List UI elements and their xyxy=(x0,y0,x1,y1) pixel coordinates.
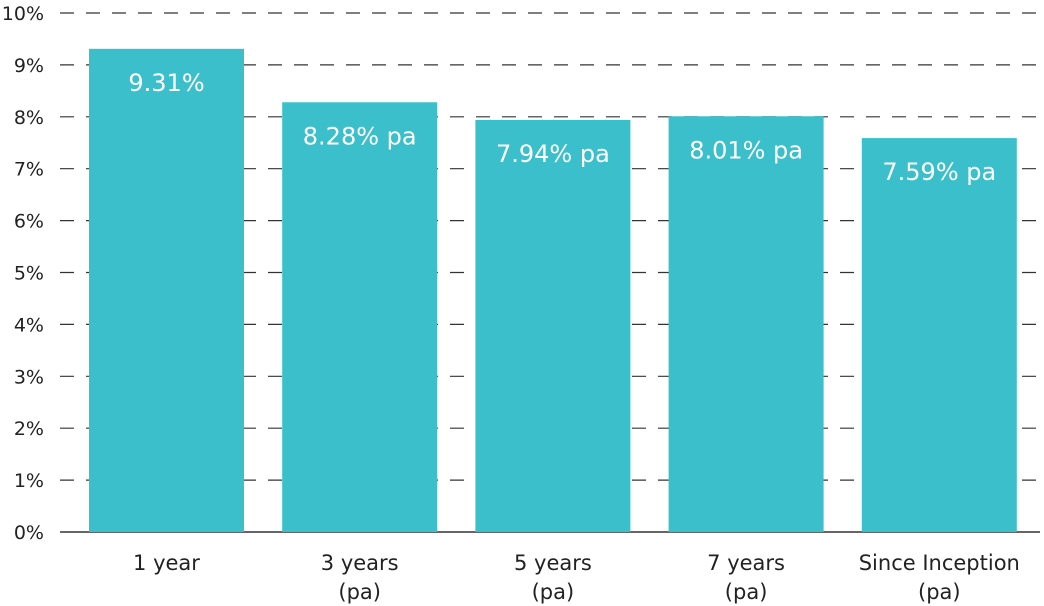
data-label: 7.59% pa xyxy=(882,158,996,186)
y-axis-ticks: 0% 1% 2% 3% 4% 5% 6% 7% 8% 9% 10% xyxy=(2,3,44,544)
bar xyxy=(89,48,244,532)
x-category-label: (pa) xyxy=(532,580,575,604)
x-category-label: (pa) xyxy=(918,580,961,604)
data-label: 8.01% pa xyxy=(689,136,803,164)
x-axis-categories: 1 year 3 years (pa) 5 years (pa) 7 years (pa) S… xyxy=(133,551,1020,604)
y-tick-label: 1% xyxy=(14,470,44,492)
y-tick-label: 7% xyxy=(14,159,44,181)
y-tick-label: 10% xyxy=(2,3,44,25)
y-tick-label: 6% xyxy=(14,211,44,233)
y-tick-label: 3% xyxy=(14,366,44,388)
y-tick-label: 2% xyxy=(14,418,44,440)
x-category-label: 1 year xyxy=(133,551,200,575)
x-category-label: 3 years xyxy=(321,551,399,575)
bar xyxy=(861,138,1017,533)
data-label: 7.94% pa xyxy=(496,140,610,168)
data-label: 8.28% pa xyxy=(303,122,417,150)
x-category-label: (pa) xyxy=(338,580,381,604)
y-tick-label: 0% xyxy=(14,522,44,544)
data-labels: 9.31% 8.28% pa 7.94% pa 8.01% pa 7.59% pa xyxy=(128,69,996,186)
bar xyxy=(282,102,438,532)
x-category-label: Since Inception xyxy=(859,551,1020,575)
bar xyxy=(475,119,631,532)
bars xyxy=(89,48,1017,533)
bar xyxy=(668,116,824,532)
x-category-label: 7 years xyxy=(707,551,785,575)
data-label: 9.31% xyxy=(128,69,204,97)
x-category-label: 5 years xyxy=(514,551,592,575)
x-category-label: (pa) xyxy=(725,580,768,604)
y-tick-label: 8% xyxy=(14,107,44,129)
y-tick-label: 5% xyxy=(14,263,44,285)
y-tick-label: 4% xyxy=(14,314,44,336)
y-tick-label: 9% xyxy=(14,55,44,77)
